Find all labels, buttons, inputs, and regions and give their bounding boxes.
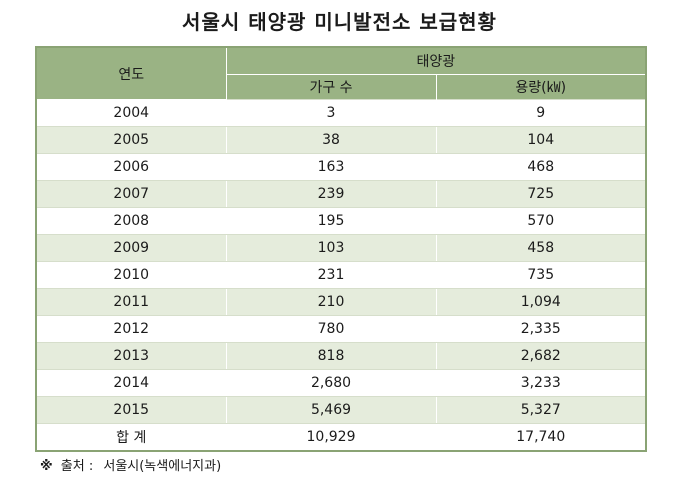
solar-status-table: 연도 태양광 가구 수 용량(㎾) 2004 3 9 2005 38 104 2006 163… bbox=[35, 46, 648, 452]
cell-capacity: 2,335 bbox=[435, 315, 647, 343]
cell-year: 2006 bbox=[35, 153, 227, 181]
cell-households: 231 bbox=[225, 261, 437, 289]
cell-year: 2008 bbox=[35, 207, 227, 235]
cell-capacity: 570 bbox=[435, 207, 647, 235]
cell-households: 2,680 bbox=[225, 369, 437, 397]
cell-year: 2011 bbox=[35, 288, 227, 316]
cell-households: 38 bbox=[225, 126, 437, 154]
cell-capacity: 5,327 bbox=[435, 396, 647, 424]
cell-households: 3 bbox=[225, 99, 437, 127]
header-year: 연도 bbox=[35, 47, 227, 100]
cell-households: 210 bbox=[225, 288, 437, 316]
table-row: 2011 210 1,094 bbox=[35, 288, 647, 316]
table-row: 2013 818 2,682 bbox=[35, 342, 647, 370]
total-label: 합 계 bbox=[35, 423, 227, 452]
cell-capacity: 3,233 bbox=[435, 369, 647, 397]
table-row: 2008 195 570 bbox=[35, 207, 647, 235]
table-row: 2015 5,469 5,327 bbox=[35, 396, 647, 424]
table-body: 2004 3 9 2005 38 104 2006 163 468 2007 239 725 2008 1… bbox=[35, 99, 647, 452]
table-row: 2005 38 104 bbox=[35, 126, 647, 154]
table-row: 2004 3 9 bbox=[35, 99, 647, 127]
cell-capacity: 468 bbox=[435, 153, 647, 181]
cell-capacity: 725 bbox=[435, 180, 647, 208]
table-row: 2010 231 735 bbox=[35, 261, 647, 289]
cell-capacity: 735 bbox=[435, 261, 647, 289]
cell-year: 2005 bbox=[35, 126, 227, 154]
table-row: 2012 780 2,335 bbox=[35, 315, 647, 343]
source-note: ※ 출처 : 서울시(녹색에너지과) bbox=[40, 457, 221, 477]
cell-year: 2015 bbox=[35, 396, 227, 424]
cell-capacity: 2,682 bbox=[435, 342, 647, 370]
cell-year: 2004 bbox=[35, 99, 227, 127]
cell-households: 239 bbox=[225, 180, 437, 208]
cell-households: 195 bbox=[225, 207, 437, 235]
cell-year: 2013 bbox=[35, 342, 227, 370]
cell-households: 103 bbox=[225, 234, 437, 262]
cell-year: 2009 bbox=[35, 234, 227, 262]
note-mark: ※ bbox=[40, 459, 53, 474]
source-text: 서울시(녹색에너지과) bbox=[103, 459, 222, 474]
table-header: 연도 태양광 가구 수 용량(㎾) bbox=[35, 47, 647, 100]
total-row: 합 계 10,929 17,740 bbox=[35, 423, 647, 452]
table-row: 2009 103 458 bbox=[35, 234, 647, 262]
cell-capacity: 9 bbox=[435, 99, 647, 127]
cell-year: 2007 bbox=[35, 180, 227, 208]
cell-year: 2010 bbox=[35, 261, 227, 289]
total-capacity: 17,740 bbox=[435, 423, 647, 452]
cell-capacity: 104 bbox=[435, 126, 647, 154]
cell-year: 2014 bbox=[35, 369, 227, 397]
header-households: 가구 수 bbox=[225, 74, 437, 100]
header-capacity: 용량(㎾) bbox=[435, 74, 647, 100]
table-row: 2006 163 468 bbox=[35, 153, 647, 181]
header-solar-group: 태양광 bbox=[225, 47, 647, 75]
cell-households: 5,469 bbox=[225, 396, 437, 424]
cell-capacity: 1,094 bbox=[435, 288, 647, 316]
table-container: 연도 태양광 가구 수 용량(㎾) 2004 3 9 2005 38 104 2006 163… bbox=[35, 46, 648, 452]
total-households: 10,929 bbox=[225, 423, 437, 452]
cell-households: 780 bbox=[225, 315, 437, 343]
table-row: 2014 2,680 3,233 bbox=[35, 369, 647, 397]
table-row: 2007 239 725 bbox=[35, 180, 647, 208]
cell-households: 163 bbox=[225, 153, 437, 181]
cell-year: 2012 bbox=[35, 315, 227, 343]
source-label: 출처 : bbox=[60, 459, 94, 474]
cell-households: 818 bbox=[225, 342, 437, 370]
page-title: 서울시 태양광 미니발전소 보급현황 bbox=[182, 10, 497, 34]
cell-capacity: 458 bbox=[435, 234, 647, 262]
